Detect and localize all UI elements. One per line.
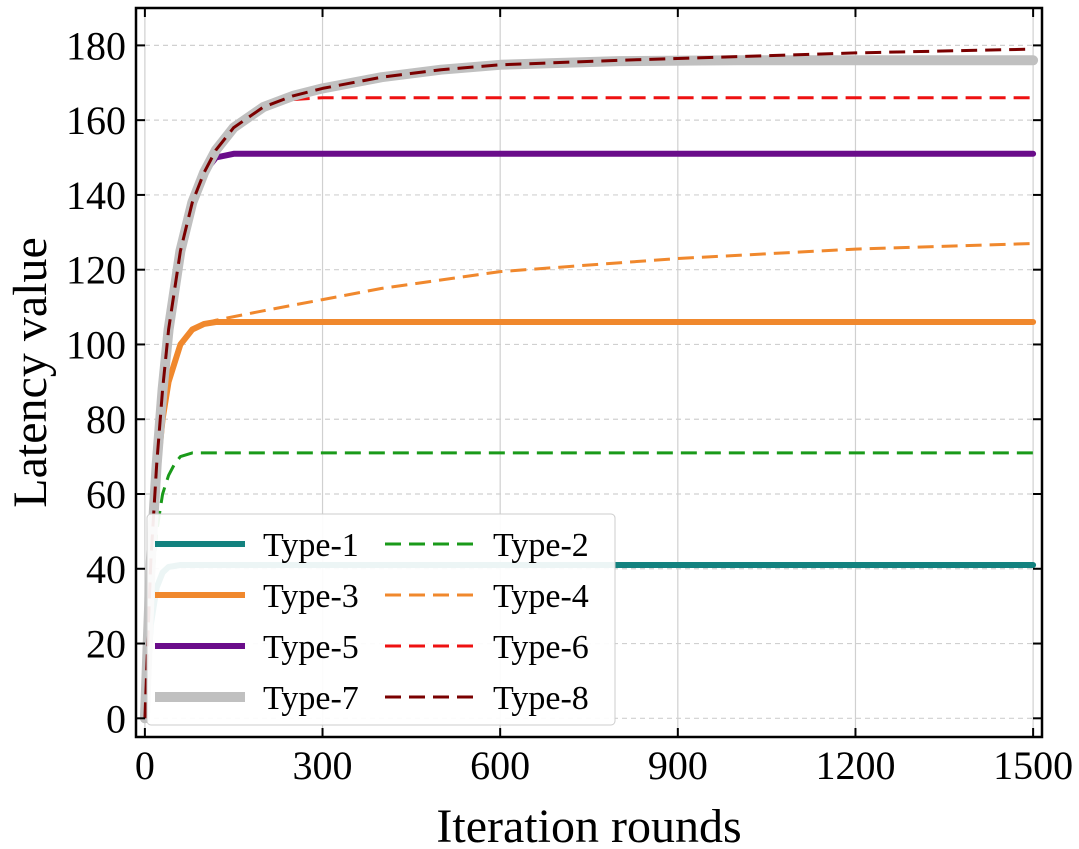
legend-label: Type-1	[263, 527, 359, 564]
y-tick-label: 120	[66, 248, 126, 293]
y-tick-label: 160	[66, 98, 126, 143]
legend-label: Type-3	[263, 578, 359, 615]
series-line-type-8	[143, 47, 1034, 719]
y-tick-label: 0	[106, 696, 126, 741]
y-tick-label: 20	[86, 622, 126, 667]
x-tick-label: 300	[293, 743, 353, 788]
x-tick-label: 600	[470, 743, 530, 788]
x-tick-label: 1200	[815, 743, 895, 788]
y-tick-label: 80	[86, 397, 126, 442]
x-tick-label: 0	[135, 743, 155, 788]
plot-frame	[134, 6, 1044, 739]
legend-label: Type-6	[493, 629, 589, 666]
legend-label: Type-2	[493, 527, 589, 564]
y-tick-label: 40	[86, 547, 126, 592]
legend-label: Type-7	[263, 680, 359, 717]
y-tick-label: 100	[66, 322, 126, 367]
x-axis-label: Iteration rounds	[436, 800, 741, 849]
legend-box	[146, 513, 616, 726]
legend-label: Type-5	[263, 629, 359, 666]
legend-label: Type-4	[493, 578, 589, 615]
y-axis-label: Latency value	[4, 237, 57, 508]
legend: Type-1 Type-2 Type-3 Type-4 Type-5 Type-6 Type…	[146, 513, 616, 726]
y-tick-label: 180	[66, 23, 126, 68]
y-tick-label: 60	[86, 472, 126, 517]
x-tick-label: 900	[648, 743, 708, 788]
legend-label: Type-8	[493, 680, 589, 717]
axis-ticks: 0 20 40 60 80 100 120 140 160 180 0 300 600 900 1200 15…	[66, 8, 1073, 788]
y-tick-label: 140	[66, 173, 126, 218]
x-tick-label: 1500	[993, 743, 1073, 788]
